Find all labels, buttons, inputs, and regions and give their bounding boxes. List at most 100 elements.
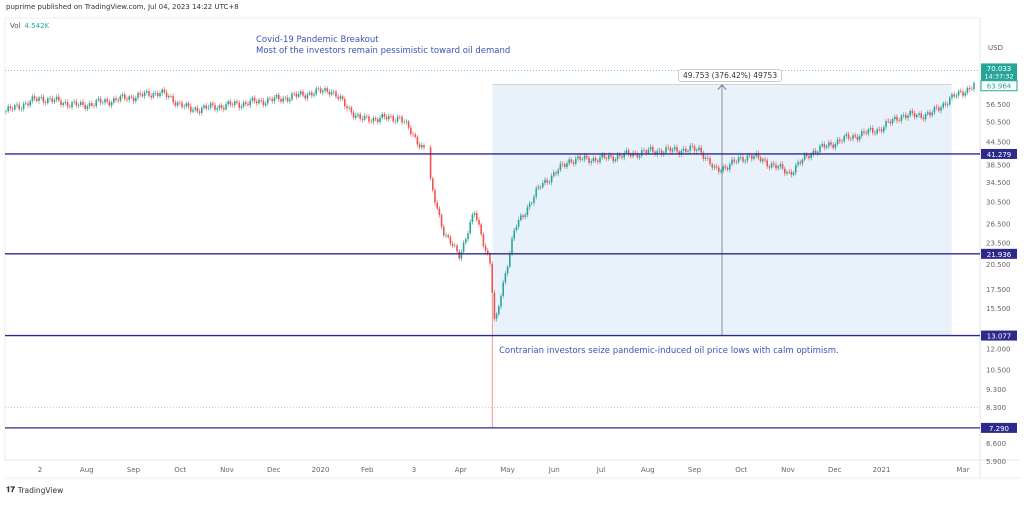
price-axis-tick: 17.500 xyxy=(986,286,1011,294)
price-axis-tick: 50.500 xyxy=(986,119,1011,127)
candle-body xyxy=(157,93,159,97)
candle-body xyxy=(676,147,678,152)
candle-body xyxy=(355,115,357,118)
candle-body xyxy=(7,106,9,112)
candle-body xyxy=(326,88,328,92)
level-price-tag xyxy=(981,422,1017,433)
candle-body xyxy=(374,117,377,120)
currency-label: USD xyxy=(988,44,1003,52)
time-axis-tick: Nov xyxy=(781,466,795,474)
candle-body xyxy=(674,147,676,150)
candle-body xyxy=(553,172,555,176)
candle-body xyxy=(161,89,163,94)
tradingview-logo[interactable]: 𝟏𝟕 TradingView xyxy=(6,485,63,495)
measure-label: 49.753 (376.42%) 49753 xyxy=(678,69,783,82)
candle-body xyxy=(883,127,885,132)
candle-body xyxy=(924,114,927,120)
candle-body xyxy=(869,128,872,130)
candle-body xyxy=(106,99,108,102)
candle-body xyxy=(238,102,240,108)
candle-body xyxy=(590,161,592,163)
candle-body xyxy=(900,115,903,121)
candle-body xyxy=(451,243,454,246)
candle-body xyxy=(909,110,911,116)
candle-body xyxy=(852,135,854,139)
candle-body xyxy=(130,96,133,98)
candle-body xyxy=(896,116,898,121)
candle-body xyxy=(95,100,97,106)
candle-body xyxy=(746,155,749,161)
candle-body xyxy=(16,104,18,106)
candle-body xyxy=(487,250,489,255)
annotation-top[interactable]: Covid-19 Pandemic Breakout Most of the i… xyxy=(256,35,510,57)
annotation-bottom[interactable]: Contrarian investors seize pandemic-indu… xyxy=(499,346,839,356)
candle-body xyxy=(271,99,273,102)
candle-body xyxy=(247,103,249,106)
candle-body xyxy=(713,166,716,168)
time-axis-tick: Sep xyxy=(127,466,141,474)
candle-body xyxy=(491,263,493,293)
candle-body xyxy=(319,88,322,93)
candle-body xyxy=(482,234,485,247)
candle-body xyxy=(885,121,887,128)
time-axis-tick: Sep xyxy=(688,466,702,474)
candle-body xyxy=(170,96,172,97)
candle-body xyxy=(379,117,381,122)
candle-body xyxy=(812,150,815,154)
candle-body xyxy=(225,104,227,110)
candle-body xyxy=(946,104,949,106)
candle-body xyxy=(907,115,909,118)
candle-body xyxy=(566,163,568,167)
candle-body xyxy=(509,253,511,267)
candle-body xyxy=(872,128,874,133)
candle-body xyxy=(779,164,782,167)
candle-body xyxy=(931,112,933,116)
candle-body xyxy=(278,94,280,100)
candle-body xyxy=(660,150,663,155)
candle-body xyxy=(777,166,779,169)
candle-body xyxy=(377,119,379,122)
candle-body xyxy=(91,103,93,106)
candle-body xyxy=(845,134,848,136)
candle-body xyxy=(561,163,564,165)
candle-body xyxy=(361,118,364,120)
candle-body xyxy=(443,226,445,236)
candle-body xyxy=(744,160,746,162)
time-axis-tick: Jul xyxy=(596,466,606,474)
candle-body xyxy=(493,292,496,319)
candle-body xyxy=(671,149,674,152)
candle-body xyxy=(748,155,751,157)
candle-body xyxy=(753,155,755,159)
candle-body xyxy=(638,155,641,158)
candle-body xyxy=(729,164,731,170)
candle-body xyxy=(97,98,100,101)
candle-body xyxy=(803,154,806,160)
candle-body xyxy=(141,94,144,97)
candle-body xyxy=(572,162,575,164)
volume-indicator[interactable]: Vol 4.542K xyxy=(10,22,49,30)
candle-body xyxy=(181,102,183,108)
candle-body xyxy=(93,105,95,107)
publish-info: puprime published on TradingView.com, Ju… xyxy=(6,3,239,11)
candle-body xyxy=(960,90,962,92)
candle-body xyxy=(957,90,960,96)
price-axis-tick: 56.500 xyxy=(986,101,1011,109)
candle-body xyxy=(605,157,608,159)
candle-body xyxy=(586,155,588,158)
candle-body xyxy=(405,121,408,123)
candle-body xyxy=(757,153,760,158)
candle-body xyxy=(784,168,786,174)
candle-body xyxy=(762,159,764,162)
candle-body xyxy=(649,147,652,150)
candle-body xyxy=(858,136,861,140)
time-axis-tick: 2 xyxy=(38,466,42,474)
candle-body xyxy=(843,135,845,142)
candle-body xyxy=(647,149,650,153)
candle-body xyxy=(269,98,271,100)
candle-body xyxy=(680,150,683,155)
candle-body xyxy=(581,159,584,160)
candle-body xyxy=(194,107,196,110)
candle-body xyxy=(124,94,126,100)
candle-body xyxy=(678,151,680,155)
